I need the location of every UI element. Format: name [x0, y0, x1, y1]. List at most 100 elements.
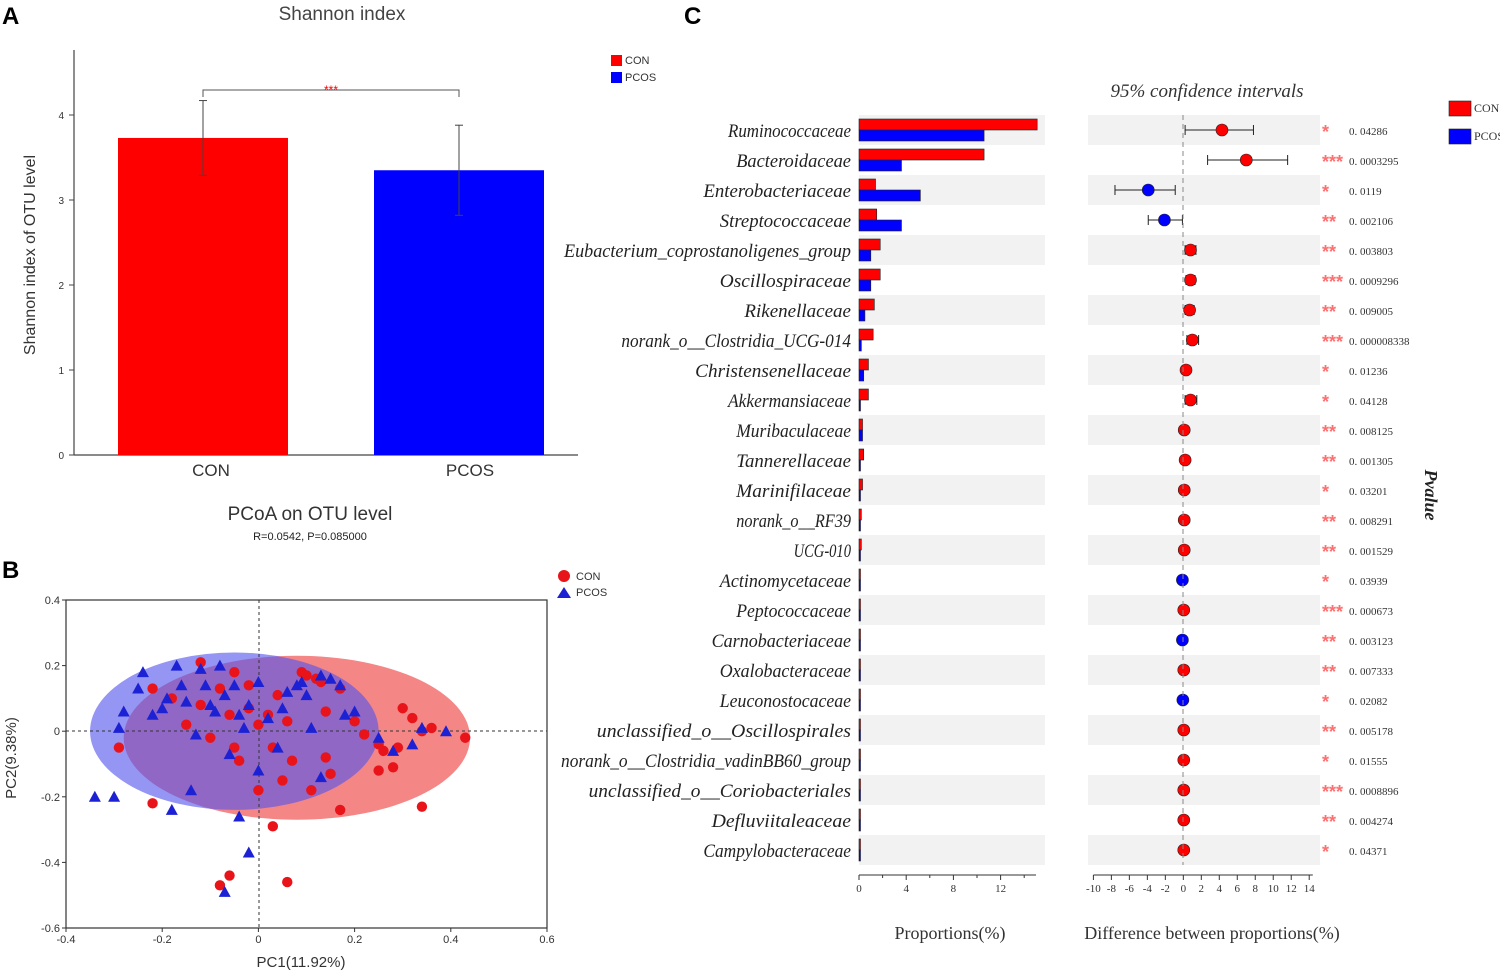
scatter-point-con	[416, 801, 428, 812]
shannon-bar-pcos	[374, 170, 544, 455]
scatter-point-pcos	[276, 702, 289, 714]
effect-point	[1177, 843, 1191, 857]
scatter-point-pcos	[223, 748, 236, 760]
row-stripe-right	[1088, 475, 1320, 505]
scatter-point-pcos	[406, 738, 419, 750]
scatter-point-con	[195, 657, 206, 668]
row-stripe-right	[1088, 295, 1320, 325]
effect-point	[1177, 753, 1191, 767]
row-stripe-left	[859, 835, 1045, 865]
proportion-bar-con	[858, 268, 881, 281]
scatter-point-pcos	[146, 708, 159, 720]
scatter-point-pcos	[348, 705, 361, 717]
significance-stars: **	[1322, 662, 1336, 682]
proportion-bar-con	[858, 238, 881, 251]
taxon-label: norank_o__RF39	[736, 511, 851, 532]
shannon-bar-chart: Shannon index Shannon index of OTU level…	[22, 4, 656, 480]
pcoa-x-tick-label: 0	[255, 934, 261, 946]
proportion-bar-pcos	[858, 219, 902, 232]
taxon-label: norank_o__Clostridia_UCG-014	[621, 331, 851, 352]
row-stripe-left	[859, 295, 1045, 325]
scatter-point-con	[214, 880, 226, 891]
effect-point	[1177, 483, 1191, 497]
pcoa-legend-con-marker	[558, 570, 570, 582]
scatter-point-pcos	[117, 705, 130, 717]
difference-x-tick-label: 4	[1217, 883, 1223, 895]
pcoa-x-tick-label: 0.6	[539, 934, 554, 946]
taxon-label: Defluviitaleaceae	[711, 811, 851, 832]
difference-x-tick-label: -4	[1143, 883, 1153, 895]
difference-x-tick-label: 2	[1199, 883, 1205, 895]
proportion-bar-pcos	[858, 129, 985, 142]
taxon-label: UCG-010	[794, 541, 852, 562]
row-stripe-left	[859, 595, 1045, 625]
significance-stars: *	[1322, 692, 1329, 712]
row-stripe-left	[859, 535, 1045, 565]
pvalue-text: 0. 001529	[1349, 546, 1394, 558]
difference-x-tick-label: 6	[1235, 883, 1241, 895]
pvalue-text: 0. 03939	[1349, 576, 1388, 588]
scatter-point-pcos	[112, 721, 125, 733]
pvalue-text: 0. 02082	[1349, 696, 1388, 708]
row-stripe-right	[1088, 655, 1320, 685]
scatter-point-pcos	[199, 679, 212, 691]
proportion-bar-con	[858, 718, 861, 731]
effect-point	[1177, 423, 1191, 437]
significance-stars: **	[1322, 512, 1336, 532]
effect-point	[1177, 543, 1191, 557]
scatter-point-pcos	[372, 731, 385, 743]
effect-point	[1177, 663, 1191, 677]
significance-stars: **	[1322, 302, 1336, 322]
significance-stars: ***	[1322, 272, 1343, 292]
pvalue-text: 0. 008125	[1349, 426, 1394, 438]
significance-stars: ***	[1322, 782, 1343, 802]
shannon-title: Shannon index	[279, 4, 406, 25]
proportion-bar-con	[858, 478, 863, 491]
row-stripe-left	[859, 235, 1045, 265]
pvalue-text: 0. 005178	[1349, 726, 1394, 738]
difference-x-tick-label: 0	[1181, 883, 1187, 895]
proportion-bar-pcos	[858, 189, 921, 202]
difference-x-tick-label: -10	[1086, 883, 1101, 895]
scatter-point-con	[373, 765, 384, 776]
taxon-label: Marinifilaceae	[735, 481, 851, 502]
pcoa-plot-frame	[65, 599, 548, 929]
c-legend-swatch-pcos	[1448, 128, 1472, 145]
pvalue-text: 0. 000008338	[1349, 336, 1410, 348]
panel-label-b: B	[2, 557, 19, 584]
pcoa-legend-pcos-marker	[557, 587, 571, 598]
pcoa-y-tick-label: 0	[54, 726, 60, 738]
proportion-bar-pcos	[858, 489, 861, 502]
difference-x-tick-label: -8	[1107, 883, 1117, 895]
proportion-bar-pcos	[858, 609, 861, 622]
scatter-point-pcos	[228, 679, 241, 691]
effect-point	[1141, 183, 1155, 197]
scatter-point-con	[205, 732, 216, 743]
scatter-point-pcos	[136, 666, 149, 678]
significance-stars: *	[1322, 392, 1329, 412]
pvalue-text: 0. 007333	[1349, 666, 1394, 678]
scatter-point-pcos	[209, 705, 222, 717]
pvalue-text: 0. 008291	[1349, 516, 1393, 528]
pcoa-scatter-chart: PCoA on OTU level R=0.0542, P=0.085000 -…	[3, 504, 607, 971]
pcoa-y-tick-label: 0.2	[45, 661, 60, 673]
scatter-point-con	[286, 755, 298, 766]
scatter-point-con	[282, 716, 293, 727]
scatter-point-pcos	[108, 790, 121, 802]
scatter-point-pcos	[338, 708, 351, 720]
scatter-point-pcos	[175, 679, 188, 691]
scatter-point-con	[320, 706, 331, 717]
scatter-point-con	[426, 722, 437, 734]
proportion-bar-pcos	[858, 789, 861, 802]
pvalue-text: 0. 003123	[1349, 636, 1394, 648]
proportion-bar-con	[858, 658, 861, 671]
proportion-bar-pcos	[858, 669, 861, 682]
proportion-bar-con	[858, 748, 861, 761]
effect-point	[1176, 573, 1189, 587]
difference-x-tick-label: 14	[1304, 883, 1316, 895]
scatter-point-con	[229, 742, 240, 753]
pcoa-x-tick-label: 0.2	[347, 934, 362, 946]
scatter-point-con	[214, 683, 226, 694]
pvalue-text: 0. 0003295	[1349, 156, 1399, 168]
significance-stars: **	[1322, 542, 1336, 562]
